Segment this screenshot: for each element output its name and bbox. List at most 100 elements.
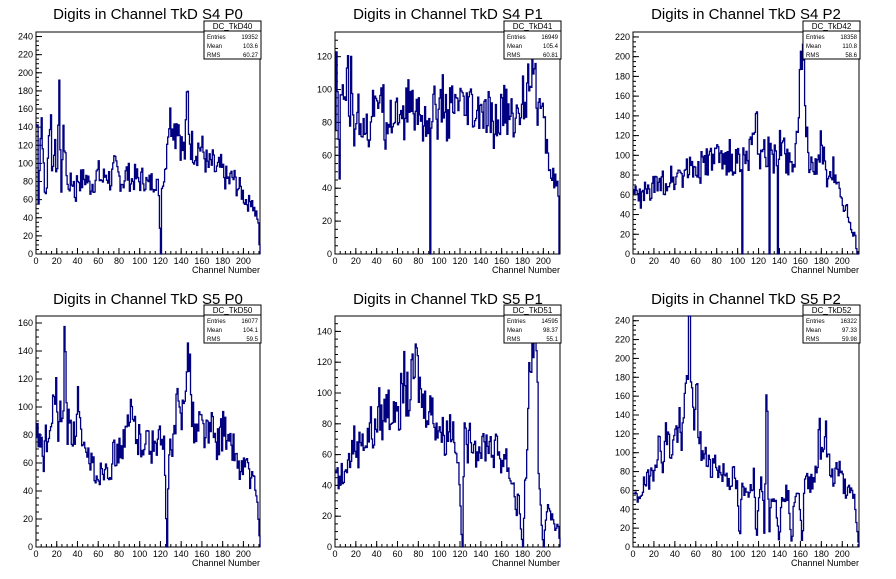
stats-value: 110.8	[842, 44, 857, 50]
histogram-panel: Digits in Channel TkD S4 P0 0 20 40 60 80 100 1…	[18, 6, 262, 275]
y-tick-label: 60	[322, 450, 332, 460]
histogram-series	[633, 315, 860, 547]
x-tick-label: 100	[432, 256, 447, 266]
histogram-panel: Digits in Channel TkD S5 P2 0 20 40 60 80 100 1…	[615, 291, 861, 568]
x-tick-label: 60	[691, 256, 701, 266]
stats-label: Entries	[507, 35, 526, 41]
x-tick-label: 80	[413, 549, 423, 559]
stats-label: Mean	[806, 44, 821, 50]
x-tick-label: 120	[452, 549, 467, 559]
x-tick-label: 100	[730, 549, 745, 559]
stats-label: Entries	[207, 319, 226, 325]
stats-value: 97.33	[842, 328, 858, 334]
y-tick-label: 60	[23, 458, 33, 468]
stats-name: DC_TkD40	[213, 22, 253, 31]
histogram-series	[335, 322, 561, 548]
x-tick-label: 200	[835, 549, 850, 559]
x-tick-label: 20	[649, 256, 659, 266]
y-tick-label: 160	[615, 91, 630, 101]
stats-name: DC_TkD50	[213, 306, 253, 315]
x-tick-label: 80	[114, 256, 124, 266]
stats-label: Mean	[207, 44, 222, 50]
stats-label: Mean	[806, 328, 821, 334]
x-tick-label: 80	[114, 549, 124, 559]
x-tick-label: 0	[630, 256, 635, 266]
stats-label: RMS	[207, 53, 220, 59]
x-tick-label: 100	[432, 549, 447, 559]
y-tick-label: 120	[18, 140, 33, 150]
x-tick-label: 40	[372, 256, 382, 266]
y-tick-label: 140	[18, 346, 33, 356]
x-tick-label: 140	[174, 256, 189, 266]
y-tick-label: 80	[23, 430, 33, 440]
y-tick-label: 0	[327, 249, 332, 259]
stats-value: 16077	[241, 319, 258, 325]
chart-title: Digits in Channel TkD S4 P2	[651, 6, 841, 23]
y-tick-label: 160	[615, 391, 630, 401]
stats-name: DC_TkD52	[812, 306, 852, 315]
stats-label: RMS	[806, 53, 819, 59]
histogram-panel: Digits in Channel TkD S5 P0 0 20 40 60 80 100 1…	[18, 291, 262, 568]
x-tick-label: 100	[730, 256, 745, 266]
stats-label: Mean	[507, 44, 522, 50]
y-tick-label: 20	[322, 216, 332, 226]
stats-box	[203, 304, 262, 344]
y-tick-label: 20	[620, 229, 630, 239]
y-tick-label: 20	[23, 231, 33, 241]
y-tick-label: 40	[620, 210, 630, 220]
x-tick-label: 120	[153, 256, 168, 266]
y-tick-label: 80	[620, 170, 630, 180]
x-tick-label: 120	[751, 256, 766, 266]
stats-label: Mean	[207, 328, 222, 334]
x-tick-label: 160	[494, 549, 509, 559]
y-tick-label: 0	[28, 542, 33, 552]
stats-value: 16322	[840, 319, 857, 325]
y-tick-label: 100	[317, 388, 332, 398]
x-tick-label: 80	[413, 256, 423, 266]
x-tick-label: 20	[649, 549, 659, 559]
stats-value: 59.98	[842, 337, 858, 343]
y-tick-label: 240	[615, 316, 630, 326]
y-tick-label: 200	[615, 353, 630, 363]
y-tick-label: 160	[18, 104, 33, 114]
x-axis-label: Channel Number	[192, 265, 260, 275]
x-tick-label: 200	[236, 549, 251, 559]
y-tick-label: 180	[615, 71, 630, 81]
histogram-series	[36, 79, 261, 255]
y-tick-label: 120	[317, 357, 332, 367]
y-tick-label: 0	[28, 249, 33, 259]
stats-value: 103.6	[243, 44, 259, 50]
y-tick-label: 40	[620, 504, 630, 514]
x-tick-label: 0	[332, 549, 337, 559]
x-axis-label: Channel Number	[492, 558, 560, 568]
stats-label: Entries	[806, 35, 825, 41]
x-tick-label: 40	[72, 256, 82, 266]
stats-label: Entries	[207, 35, 226, 41]
x-tick-label: 160	[494, 256, 509, 266]
stats-label: RMS	[507, 53, 520, 59]
x-tick-label: 200	[536, 549, 551, 559]
y-tick-label: 0	[625, 542, 630, 552]
x-tick-label: 60	[691, 549, 701, 559]
y-tick-label: 220	[18, 50, 33, 60]
y-tick-label: 80	[322, 419, 332, 429]
x-tick-label: 180	[814, 256, 829, 266]
y-tick-label: 200	[615, 52, 630, 62]
stats-box	[203, 20, 262, 60]
y-tick-label: 80	[23, 177, 33, 187]
y-tick-label: 80	[322, 117, 332, 127]
y-tick-label: 180	[18, 86, 33, 96]
y-tick-label: 160	[18, 318, 33, 328]
y-tick-label: 0	[327, 542, 332, 552]
x-tick-label: 120	[153, 549, 168, 559]
y-tick-label: 220	[615, 335, 630, 345]
y-tick-label: 140	[18, 122, 33, 132]
x-axis-label: Channel Number	[492, 265, 560, 275]
y-tick-label: 40	[23, 486, 33, 496]
y-tick-label: 20	[322, 511, 332, 521]
stats-name: DC_TkD42	[812, 22, 852, 31]
y-tick-label: 100	[18, 402, 33, 412]
x-tick-label: 140	[174, 549, 189, 559]
y-tick-label: 100	[18, 158, 33, 168]
histogram-panel: Digits in Channel TkD S5 P1 0 20 40 60 80 100 1…	[317, 291, 562, 568]
